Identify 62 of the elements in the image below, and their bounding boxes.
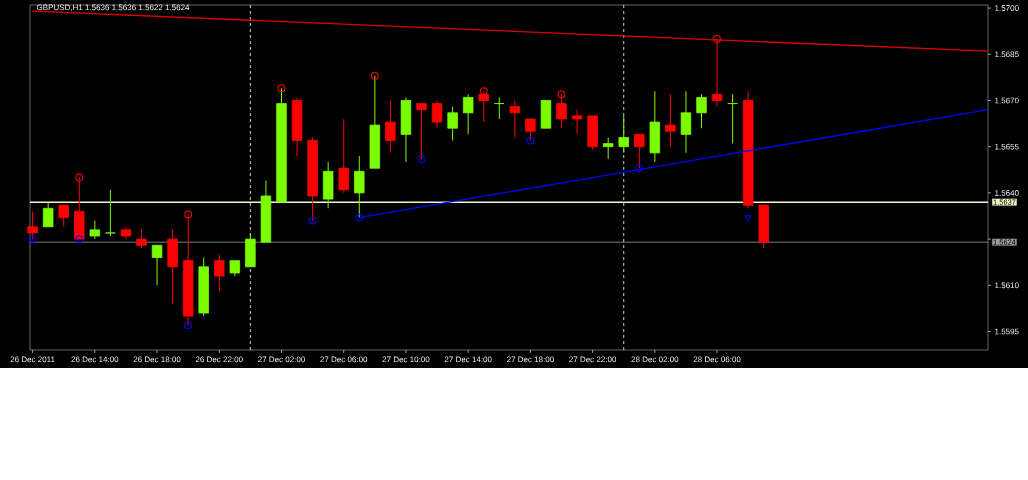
y-tick-label: 1.5700 bbox=[995, 5, 1019, 11]
point bbox=[308, 216, 317, 225]
candlestick bbox=[494, 96, 505, 120]
candlestick bbox=[447, 106, 458, 142]
candlestick bbox=[89, 220, 101, 240]
candlestick bbox=[478, 90, 489, 123]
candlestick bbox=[571, 109, 583, 135]
candlestick bbox=[618, 115, 629, 154]
candlestick bbox=[602, 136, 614, 160]
x-tick-label: 26 Dec 18:00 bbox=[133, 356, 181, 363]
candlestick bbox=[58, 204, 69, 228]
candlestick bbox=[338, 118, 349, 194]
point bbox=[557, 90, 566, 99]
candlestick bbox=[665, 93, 676, 148]
candlestick bbox=[462, 93, 474, 135]
point bbox=[277, 84, 286, 93]
y-tick-label: 1.5610 bbox=[995, 282, 1019, 289]
point bbox=[28, 235, 37, 244]
y-tick-label: 1.5685 bbox=[995, 51, 1019, 58]
y-tick-label: 1.5640 bbox=[995, 190, 1019, 196]
x-tick-label: 26 Dec 2011 bbox=[10, 356, 55, 363]
x-tick-label: 27 Dec 02:00 bbox=[258, 356, 305, 363]
x-tick-label: 26 Dec 22:00 bbox=[195, 356, 243, 363]
candlestick bbox=[727, 93, 738, 145]
y-tick-label: 1.5670 bbox=[995, 97, 1019, 104]
y-tick-label: 1.5655 bbox=[995, 143, 1019, 150]
point bbox=[713, 34, 721, 43]
point bbox=[370, 71, 379, 80]
point bbox=[526, 136, 535, 145]
x-tick-label: 27 Dec 18:00 bbox=[507, 356, 554, 363]
point bbox=[184, 210, 193, 219]
candlestick bbox=[416, 103, 427, 160]
point bbox=[744, 215, 752, 222]
chart-title: GBPUSD,H1 1.5636 1.5636 1.5622 1.5624 bbox=[36, 4, 190, 12]
candlestick bbox=[214, 254, 225, 292]
point bbox=[75, 173, 84, 182]
candlestick bbox=[42, 201, 54, 228]
candlestick bbox=[105, 189, 116, 237]
x-tick-label: 28 Dec 02:00 bbox=[631, 356, 679, 363]
candlestick bbox=[151, 244, 163, 286]
point bbox=[417, 155, 426, 163]
candlestick bbox=[136, 229, 147, 249]
x-tick-label: 27 Dec 22:00 bbox=[569, 356, 617, 363]
candlestick bbox=[696, 93, 707, 129]
point bbox=[479, 87, 488, 96]
x-tick-label: 27 Dec 10:00 bbox=[382, 356, 430, 363]
candlestick bbox=[431, 99, 443, 129]
point bbox=[635, 164, 644, 173]
y-tick-label: 1.5595 bbox=[995, 328, 1019, 335]
x-tick-label: 28 Dec 06:00 bbox=[693, 356, 741, 363]
point bbox=[355, 213, 364, 222]
x-tick-label: 26 Dec 14:00 bbox=[71, 356, 119, 363]
x-tick-label: 27 Dec 14:00 bbox=[444, 356, 492, 363]
candlestick bbox=[385, 99, 396, 154]
x-tick-label: 27 Dec 06:00 bbox=[320, 356, 368, 363]
candlestick bbox=[556, 93, 567, 129]
candlestick bbox=[680, 90, 692, 154]
point bbox=[75, 235, 84, 244]
candlestick bbox=[525, 118, 536, 142]
point bbox=[184, 321, 193, 330]
candlestick bbox=[509, 99, 521, 138]
candlestick bbox=[354, 155, 365, 219]
